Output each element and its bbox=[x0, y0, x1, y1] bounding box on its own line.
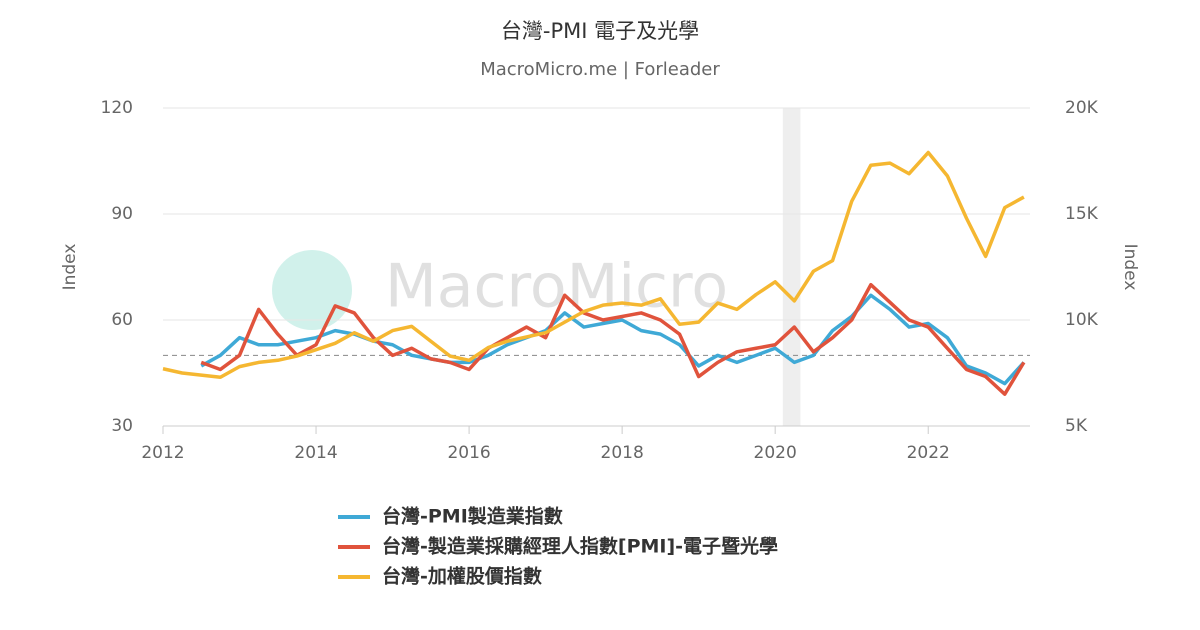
y2-tick-label: 5K bbox=[1065, 416, 1088, 436]
shaded-period bbox=[782, 108, 801, 426]
x-tick-label: 2014 bbox=[294, 443, 337, 463]
x-tick-label: 2020 bbox=[754, 443, 797, 463]
legend-label: 台灣-製造業採購經理人指數[PMI]-電子暨光學 bbox=[382, 535, 778, 558]
series-line bbox=[162, 150, 1025, 379]
series-line bbox=[200, 282, 1026, 396]
x-tick-label: 2018 bbox=[601, 443, 644, 463]
y-tick-label: 90 bbox=[111, 204, 133, 224]
y-tick-label: 60 bbox=[111, 310, 133, 330]
series-line bbox=[200, 293, 1026, 386]
y-axis-label: Index bbox=[60, 244, 80, 291]
y2-axis-label: Index bbox=[1120, 244, 1140, 291]
watermark-logo bbox=[272, 250, 352, 330]
y2-tick-label: 10K bbox=[1065, 310, 1099, 330]
chart-title: 台灣-PMI 電子及光學 bbox=[501, 19, 699, 43]
x-tick-label: 2016 bbox=[447, 443, 490, 463]
x-tick-label: 2012 bbox=[141, 443, 184, 463]
x-tick-label: 2022 bbox=[907, 443, 950, 463]
y-tick-label: 120 bbox=[101, 98, 133, 118]
y-tick-label: 30 bbox=[111, 416, 133, 436]
chart-subtitle: MacroMicro.me | Forleader bbox=[480, 59, 720, 80]
legend-label: 台灣-加權股價指數 bbox=[382, 565, 542, 588]
y2-tick-label: 15K bbox=[1065, 204, 1099, 224]
legend-label: 台灣-PMI製造業指數 bbox=[382, 505, 563, 528]
y2-tick-label: 20K bbox=[1065, 98, 1099, 118]
